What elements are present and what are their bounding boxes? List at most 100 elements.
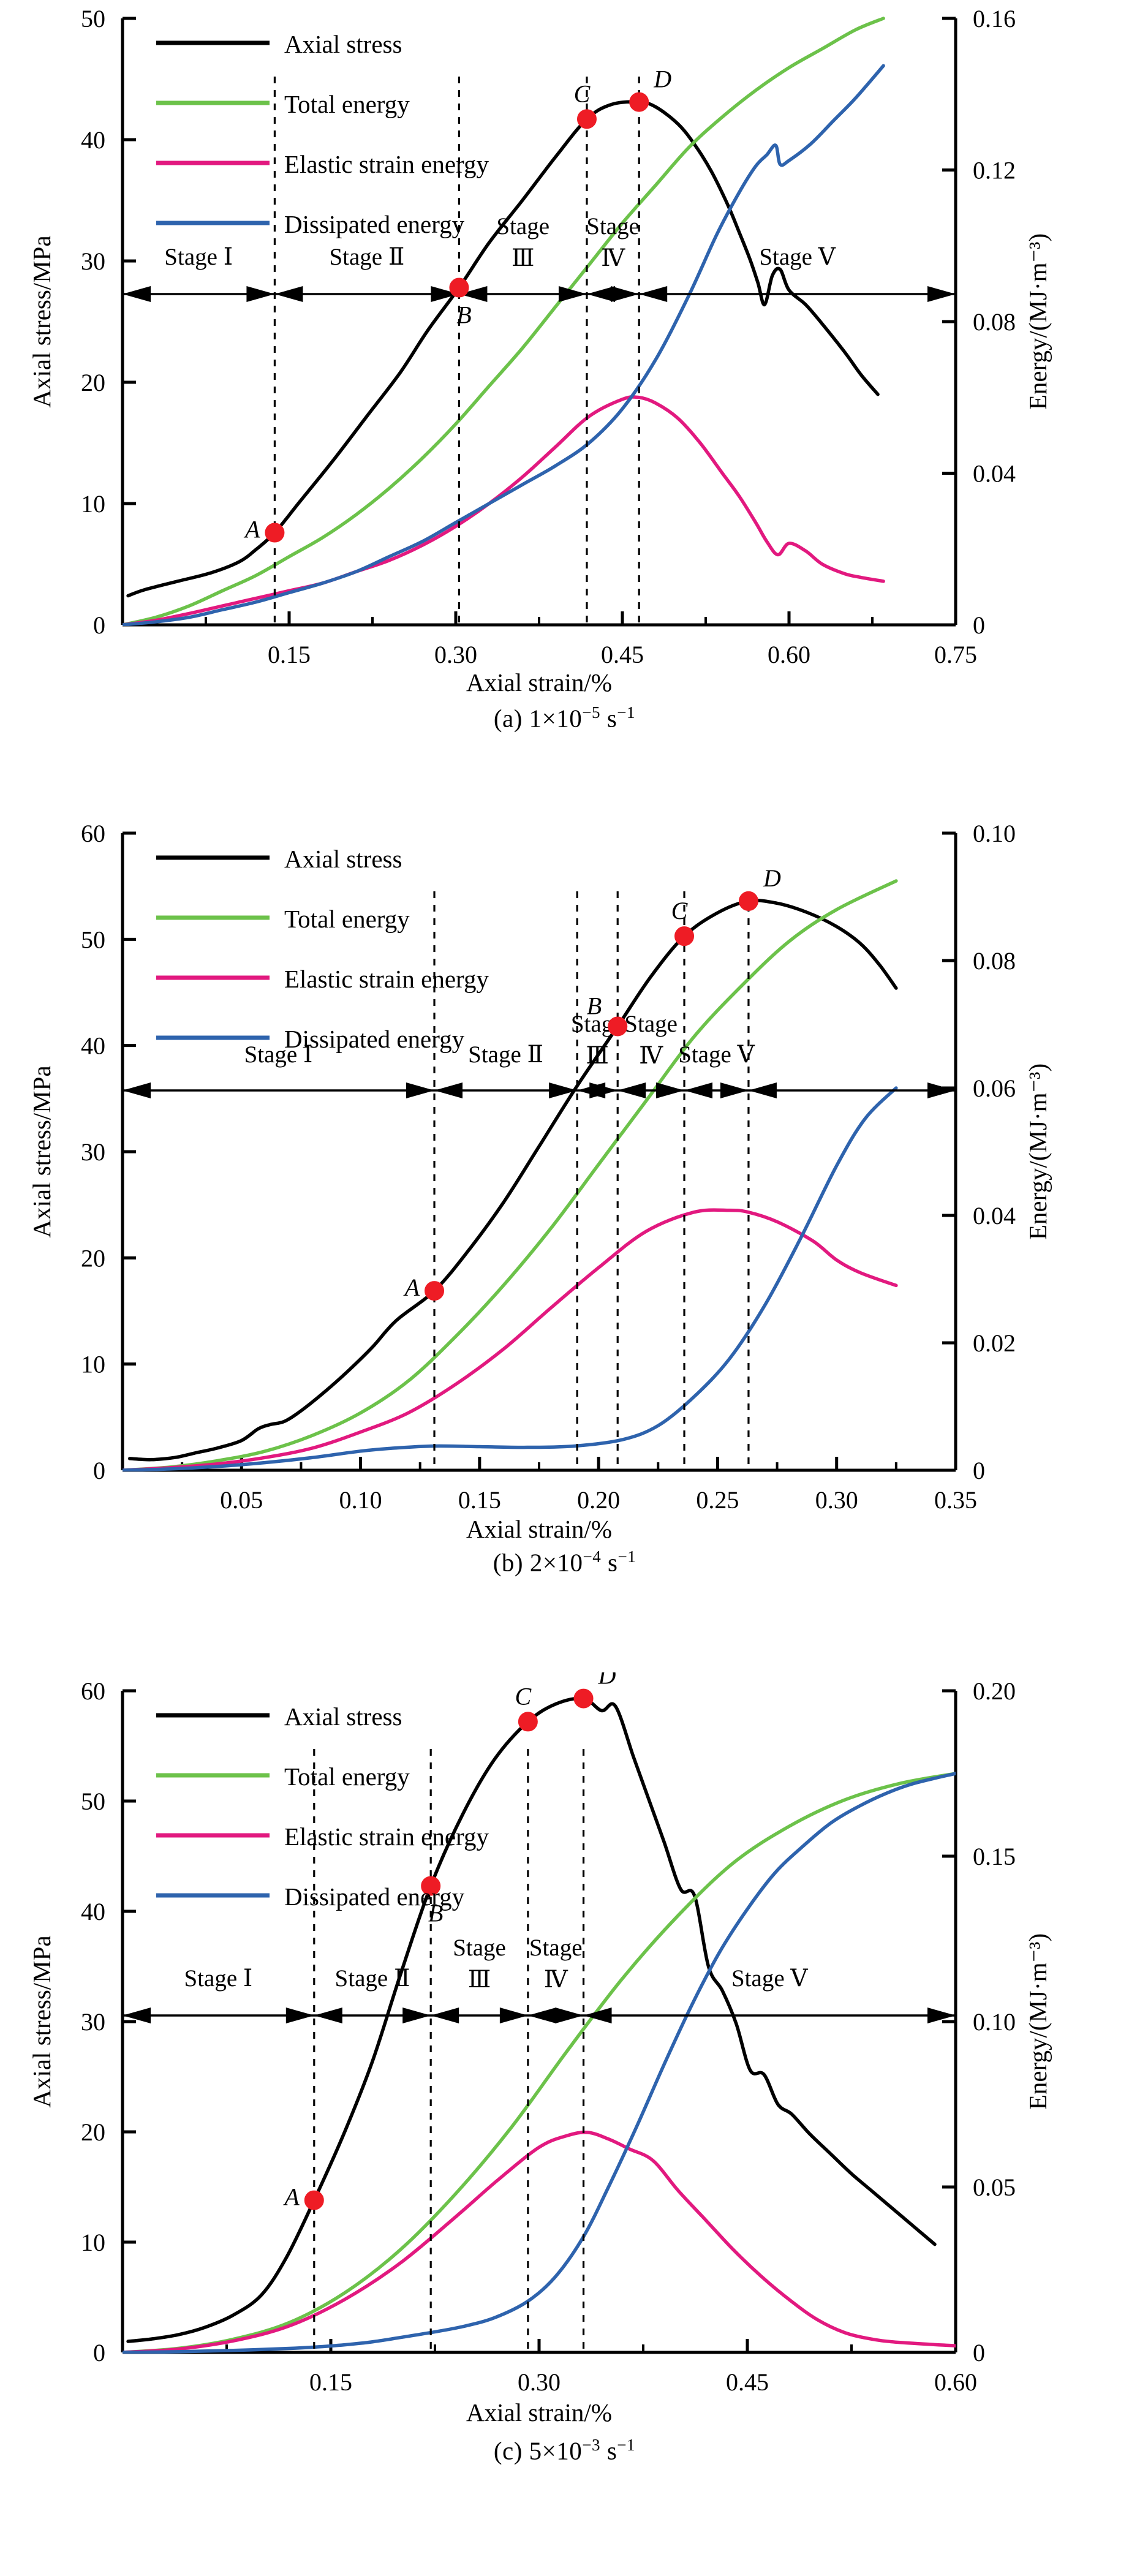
- data-point-label-A: A: [403, 1274, 420, 1301]
- y-tick-label-left: 10: [81, 2229, 105, 2256]
- y-tick-label-right: 0.02: [973, 1329, 1016, 1357]
- stage-labels-group: Stage Ⅰ Stage Ⅱ Stage Ⅲ Stage Ⅳ Stage Ⅴ: [164, 213, 836, 271]
- legend: Axial stress Total energy Elastic strain e…: [156, 1702, 489, 1911]
- stage-label-3-numeral: Ⅲ: [512, 245, 535, 271]
- data-point-label-C: C: [515, 1682, 532, 1710]
- series-line-axial-stress: [126, 100, 880, 598]
- data-point-label-A: A: [282, 2183, 300, 2211]
- y-tick-label-left: 10: [81, 490, 105, 518]
- x-axis-title: Axial strain/%: [466, 2398, 612, 2427]
- y-tick-label-left: 20: [81, 1244, 105, 1272]
- x-tick-label: 0.15: [458, 1486, 501, 1514]
- series-line-total-energy: [123, 17, 885, 626]
- x-tick-label: 0.45: [601, 641, 644, 668]
- stage-arrow-head: [549, 1082, 578, 1098]
- legend-label-axial_stress: Axial stress: [284, 30, 402, 58]
- x-axis-title: Axial strain/%: [466, 1515, 612, 1543]
- stage-arrow-head: [684, 1082, 713, 1098]
- ticks-group: 0 10 20 30 40 50 0 0.04 0.08 0.12 0.16 0.15 0.30 0.45…: [81, 5, 1016, 668]
- y-tick-label-left: 30: [81, 2008, 105, 2036]
- y-tick-label-right: 0.12: [973, 157, 1016, 184]
- y-tick-label-left: 50: [81, 5, 105, 32]
- y-tick-label-right: 0.08: [973, 947, 1016, 975]
- stage-label-3-word: Stage: [453, 1935, 506, 1961]
- y-tick-label-right: 0.05: [973, 2174, 1016, 2201]
- stage-label-2: Stage Ⅱ: [335, 1965, 410, 1992]
- y-tick-label-left: 10: [81, 1351, 105, 1378]
- caption-a-prefix: (a) 1×10: [493, 704, 583, 733]
- series-line-axial-stress: [127, 899, 898, 1462]
- x-tick-label: 0.10: [339, 1486, 382, 1514]
- stage-label-2: Stage Ⅱ: [468, 1041, 543, 1068]
- x-tick-label: 0.30: [518, 2368, 561, 2396]
- stage-arrow-head: [314, 2008, 342, 2023]
- y-tick-label-right: 0.16: [973, 5, 1016, 32]
- stage-label-4-word: Stage: [624, 1011, 678, 1037]
- data-point-label-D: D: [763, 864, 781, 892]
- stage-arrow-head: [927, 286, 956, 302]
- stage-arrow-head: [927, 1082, 956, 1098]
- stage-label-3-word: Stage: [496, 213, 549, 240]
- marker-group: A B C D: [403, 864, 781, 1301]
- x-tick-label: 0.05: [220, 1486, 263, 1514]
- stage-label-2: Stage Ⅱ: [329, 244, 404, 270]
- data-point-marker-D: [629, 92, 649, 112]
- chart-c-svg: 0 10 20 30 40 50 60 0 0.05 0.10 0.15 0.20 0.15 0.30 0.…: [28, 1672, 1052, 2427]
- stage-arrow-head: [611, 286, 640, 302]
- stage-label-4-word: Stage: [586, 213, 640, 240]
- stage-arrow-head: [246, 286, 275, 302]
- stage-label-1: Stage Ⅰ: [244, 1041, 313, 1068]
- caption-a-exp2: −1: [617, 703, 636, 722]
- data-point-label-D: D: [653, 66, 671, 93]
- y-tick-label-right: 0: [973, 2339, 985, 2366]
- x-tick-label: 0.60: [768, 641, 810, 668]
- data-point-marker-D: [573, 1688, 594, 1709]
- stage-arrow-rail: [123, 1082, 956, 1098]
- stage-divider-group: [313, 1749, 585, 2352]
- x-tick-label: 0.30: [434, 641, 477, 668]
- caption-a-suffix: s: [600, 704, 617, 733]
- y-tick-label-left: 0: [93, 611, 105, 639]
- caption-c-exp2: −1: [617, 2436, 636, 2454]
- x-tick-label: 0.45: [726, 2368, 769, 2396]
- data-point-marker-B: [449, 278, 469, 298]
- data-point-marker-A: [304, 2190, 324, 2210]
- stage-arrow-head: [123, 2008, 151, 2023]
- data-point-marker-A: [265, 523, 285, 543]
- data-point-label-B: B: [428, 1900, 443, 1927]
- caption-c-exp: −3: [582, 2436, 601, 2454]
- y-tick-label-left: 40: [81, 1898, 105, 1925]
- stage-arrow-head: [583, 2008, 612, 2023]
- legend-label-dissipated_energy: Dissipated energy: [284, 210, 465, 238]
- stage-arrow-head: [459, 286, 488, 302]
- series-group: [123, 879, 898, 1471]
- caption-c-prefix: (c) 5×10: [493, 2436, 583, 2465]
- axis-titles: Axial strain/% Axial stress/MPa Energy/(MJ…: [28, 1063, 1052, 1543]
- x-axis-title: Axial strain/%: [466, 668, 612, 697]
- y-tick-label-left: 30: [81, 1138, 105, 1166]
- legend-label-total_energy: Total energy: [284, 90, 410, 118]
- series-line-elastic-strain-energy: [123, 2130, 956, 2354]
- y-tick-label-left: 0: [93, 1457, 105, 1484]
- stage-label-1: Stage Ⅰ: [164, 244, 233, 270]
- caption-b: (b) 2×10−4 s−1: [0, 1547, 1129, 1577]
- axes-group: [121, 1691, 957, 2354]
- stage-arrow-head: [555, 2008, 584, 2023]
- stage-arrow-head: [589, 1082, 618, 1098]
- legend-label-total_energy: Total energy: [284, 1762, 410, 1791]
- data-point-marker-D: [738, 891, 758, 911]
- stage-divider-group: [433, 891, 750, 1470]
- y-tick-label-left: 40: [81, 126, 105, 154]
- chart-panel-a: 0 10 20 30 40 50 0 0.04 0.08 0.12 0.16 0.15 0.30 0.45…: [0, 0, 1129, 803]
- y-tick-label-left: 50: [81, 1788, 105, 1815]
- legend-label-elastic_strain_energy: Elastic strain energy: [284, 150, 489, 178]
- y-tick-label-left: 0: [93, 2339, 105, 2366]
- x-tick-label: 0.15: [309, 2368, 352, 2396]
- axis-titles: Axial strain/% Axial stress/MPa Energy/(MJ…: [28, 233, 1052, 697]
- stage-label-5: Stage Ⅴ: [759, 244, 836, 270]
- y-axis-title-left: Axial stress/MPa: [28, 1935, 56, 2107]
- stage-label-3-numeral: Ⅲ: [586, 1043, 609, 1069]
- y-tick-label-left: 20: [81, 369, 105, 396]
- stage-label-3-numeral: Ⅲ: [468, 1966, 491, 1993]
